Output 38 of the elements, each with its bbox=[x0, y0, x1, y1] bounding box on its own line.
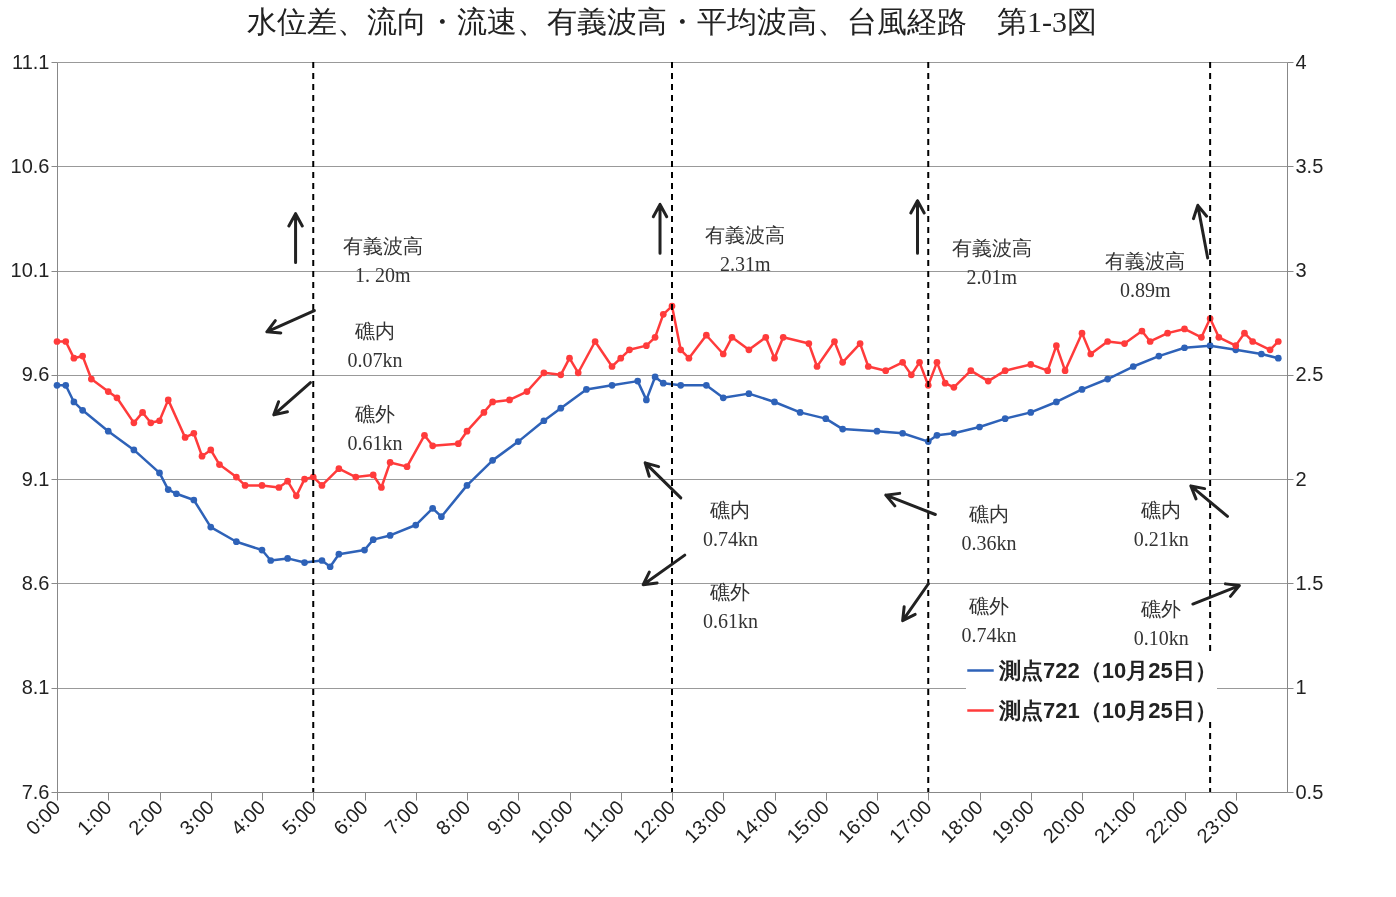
annotation: 礁外 0.10kn bbox=[1133, 598, 1189, 650]
annotation: 礁内 0.36kn bbox=[961, 503, 1017, 555]
y-tick-label: 9.6 bbox=[21, 363, 50, 386]
y-tick-label: 9.1 bbox=[21, 467, 50, 490]
y2-tick-label: 1 bbox=[1295, 676, 1307, 699]
x-tick-label: 3:00 bbox=[175, 796, 219, 840]
annotation: 有義波高 2.01m bbox=[951, 237, 1032, 289]
annotation: 礁内 0.07kn bbox=[347, 320, 403, 372]
annotation: 礁外 0.61kn bbox=[702, 580, 758, 632]
annotation: 礁内 0.74kn bbox=[702, 499, 758, 551]
y-tick-label: 10.1 bbox=[10, 259, 50, 282]
x-tick-label: 1:00 bbox=[72, 796, 116, 840]
y2-tick-label: 1.5 bbox=[1295, 571, 1324, 594]
legend-label: 測点721（10月25日） bbox=[998, 697, 1217, 723]
annotation: 礁内 0.21kn bbox=[1133, 498, 1189, 550]
annotation: 有義波高 1. 20m bbox=[342, 235, 423, 287]
y-tick-label: 8.6 bbox=[21, 571, 50, 594]
x-tick-label: 5:00 bbox=[277, 796, 321, 840]
y2-tick-label: 3 bbox=[1295, 259, 1307, 282]
annotation: 礁外 0.74kn bbox=[961, 595, 1017, 647]
y2-tick-label: 3.5 bbox=[1295, 154, 1324, 177]
y-tick-label: 8.1 bbox=[21, 676, 50, 699]
x-tick-label: 9:00 bbox=[482, 796, 526, 840]
x-tick-label: 7:00 bbox=[380, 796, 424, 840]
legend-label: 測点722（10月25日） bbox=[998, 657, 1217, 683]
annotation: 有義波高 0.89m bbox=[1105, 250, 1186, 302]
x-tick-label: 4:00 bbox=[226, 796, 270, 840]
annotation: 有義波高 2.31m bbox=[705, 224, 786, 276]
y-tick-label: 10.6 bbox=[10, 154, 50, 177]
y-tick-label: 11.1 bbox=[12, 50, 50, 73]
y2-tick-label: 2.5 bbox=[1295, 363, 1324, 386]
x-tick-label: 6:00 bbox=[328, 796, 373, 840]
y2-tick-label: 4 bbox=[1295, 50, 1307, 73]
chart-title: 水位差、流向・流速、有義波高・平均波高、台風経路 第1-3図 bbox=[247, 5, 1097, 38]
y2-tick-label: 0.5 bbox=[1295, 780, 1324, 803]
y2-tick-label: 2 bbox=[1295, 467, 1307, 490]
x-tick-label: 8:00 bbox=[431, 796, 475, 840]
annotation: 礁外 0.61kn bbox=[347, 402, 403, 454]
